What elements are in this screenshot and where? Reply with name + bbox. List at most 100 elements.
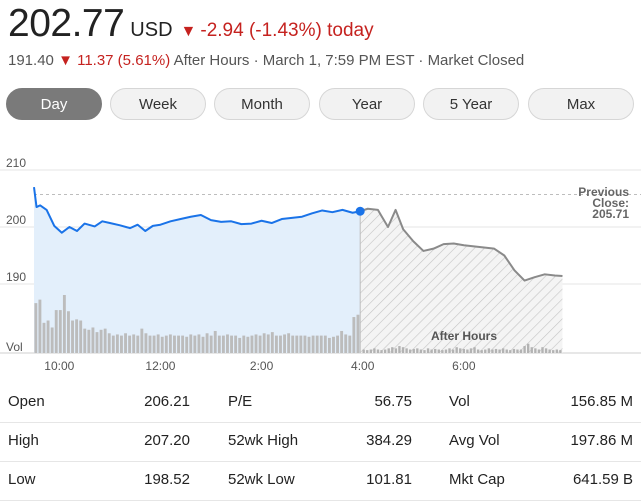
tab-label: Max <box>566 96 596 113</box>
volume-bar <box>250 335 254 353</box>
volume-bar <box>132 334 136 353</box>
volume-bar <box>512 348 516 353</box>
volume-bar <box>437 349 440 353</box>
volume-bar <box>469 348 473 353</box>
volume-bar <box>120 335 123 353</box>
volume-bar <box>373 348 376 353</box>
stat-row-3: Low 198.52 52wk Low 101.81 Mkt Cap 641.59 B <box>0 461 641 501</box>
market-status: Market Closed <box>427 52 525 69</box>
volume-bar <box>559 350 562 353</box>
regular-session-line <box>33 186 361 234</box>
volume-bar <box>387 348 390 353</box>
down-arrow-icon: ▼ <box>180 23 197 40</box>
volume-bar <box>366 350 369 353</box>
previous-close-label: 205.71 <box>592 207 629 221</box>
stat-value: 641.59 B <box>572 471 633 488</box>
volume-bar <box>319 335 323 353</box>
volume-bar <box>46 320 50 353</box>
tab-week[interactable]: Week <box>110 88 206 120</box>
volume-bar <box>99 329 103 353</box>
volume-bar <box>534 348 537 353</box>
volume-bar <box>494 348 498 353</box>
volume-bar <box>75 319 79 353</box>
volume-bar <box>544 348 548 353</box>
tab-max[interactable]: Max <box>528 88 634 120</box>
stat-row-2: High 207.20 52wk High 384.29 Avg Vol 197.86 M <box>0 422 641 462</box>
volume-bar <box>505 349 508 353</box>
volume-bar <box>42 322 46 353</box>
volume-bar <box>336 335 339 353</box>
volume-bar <box>340 330 344 353</box>
volume-bar <box>487 348 491 353</box>
close-marker[interactable] <box>355 206 365 216</box>
volume-bar <box>430 349 433 353</box>
volume-bar <box>87 329 91 353</box>
volume-bar <box>423 350 426 353</box>
stat-label: Mkt Cap <box>449 471 505 488</box>
volume-bar <box>152 335 156 353</box>
after-hours-line <box>359 207 563 282</box>
volume-bar <box>234 335 238 353</box>
volume-bar <box>416 348 419 353</box>
stat-value: 198.52 <box>144 471 190 488</box>
volume-bar <box>185 336 189 353</box>
volume-bar <box>173 335 176 353</box>
tab-label: 5 Year <box>449 96 493 113</box>
volume-bar <box>115 334 119 353</box>
volume-bar <box>498 349 501 353</box>
volume-bar <box>242 335 246 353</box>
stat-value: 56.75 <box>374 393 412 410</box>
volume-bar <box>352 317 356 353</box>
volume-bar <box>516 349 519 353</box>
volume-bar <box>128 335 132 353</box>
volume-bar <box>356 314 360 353</box>
volume-bar <box>221 335 225 353</box>
volume-bar <box>419 349 423 353</box>
volume-bar <box>555 349 558 353</box>
after-hours-change: 11.37 (5.61%) <box>77 52 171 69</box>
volume-bar <box>217 335 221 353</box>
volume-bar <box>462 348 466 353</box>
down-arrow-icon: ▼ <box>58 52 73 69</box>
x-tick-label: 6:00 <box>452 359 476 373</box>
volume-bar <box>79 320 83 353</box>
volume-bar <box>160 336 164 353</box>
volume-bar <box>476 349 480 353</box>
x-tick-label: 2:00 <box>250 359 274 373</box>
volume-bar <box>459 348 462 353</box>
after-hours-price: 191.40 <box>8 52 54 69</box>
volume-bar <box>54 310 58 353</box>
volume-bar <box>441 350 444 353</box>
volume-bar <box>201 336 205 353</box>
volume-bar <box>124 333 127 353</box>
previous-close-label: Previous <box>578 185 629 199</box>
intraday-chart[interactable]: 190 200 210 10:00 12:00 2:00 4:00 6:00 PreviousC… <box>0 158 641 378</box>
volume-bar <box>205 333 209 353</box>
volume-bar <box>426 348 430 353</box>
tab-day[interactable]: Day <box>6 88 102 120</box>
stat-value: 101.81 <box>366 471 412 488</box>
range-tabs: Day Week Month Year 5 Year Max <box>6 88 634 122</box>
tab-month[interactable]: Month <box>214 88 310 120</box>
volume-bar <box>491 349 494 353</box>
volume-bar <box>327 337 331 353</box>
volume-bar <box>391 347 394 353</box>
volume-bar <box>401 347 405 353</box>
stat-label: 52wk High <box>228 432 299 449</box>
stat-label: 52wk Low <box>228 471 295 488</box>
volume-bar <box>315 335 319 353</box>
stat-label: Low <box>8 471 36 488</box>
volume-bar <box>398 346 401 353</box>
volume-bar <box>197 334 201 353</box>
volume-bar <box>455 347 458 353</box>
volume-bar <box>262 333 266 353</box>
tab-year[interactable]: Year <box>319 88 415 120</box>
stat-value: 206.21 <box>144 393 190 410</box>
volume-bar <box>156 334 160 353</box>
stat-label: P/E <box>228 393 253 410</box>
stat-label: Open <box>8 393 45 410</box>
volume-bar <box>226 334 229 353</box>
quote-header: 202.77 USD ▼ -2.94 (-1.43%) today <box>8 2 374 46</box>
volume-bar <box>509 350 512 353</box>
tab-5-year[interactable]: 5 Year <box>423 88 519 120</box>
